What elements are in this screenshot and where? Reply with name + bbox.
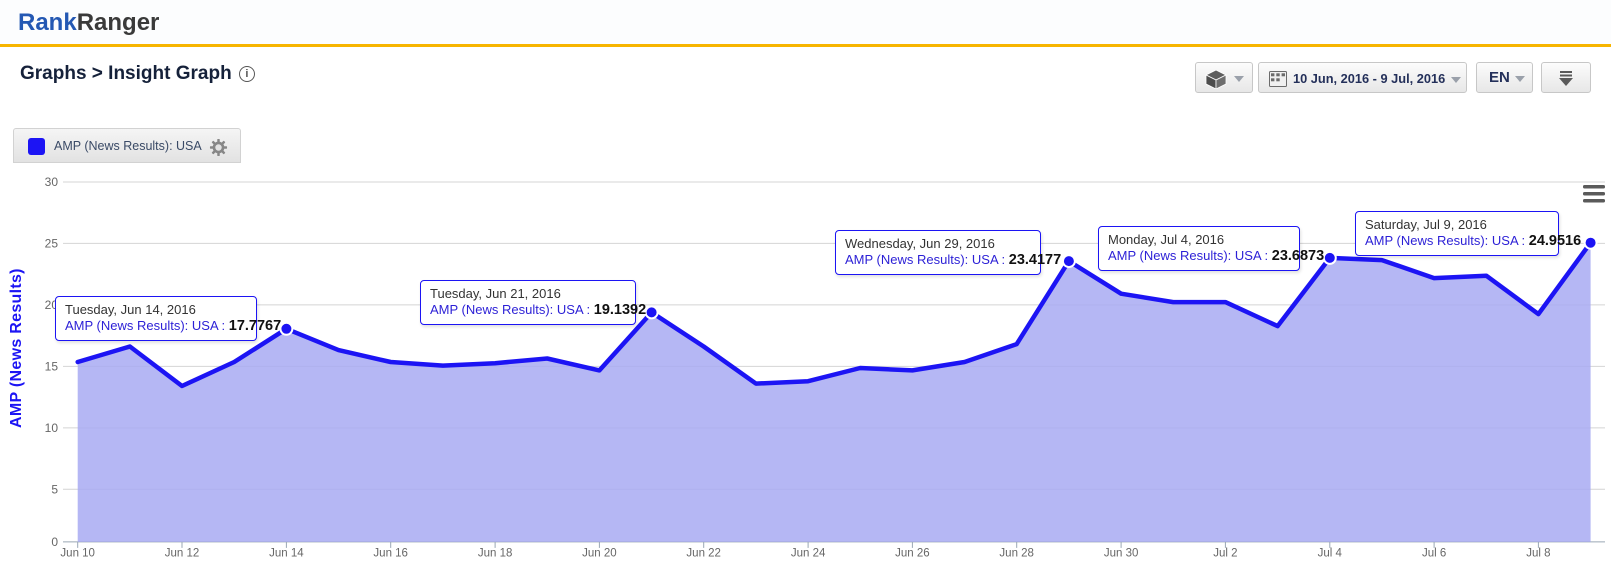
svg-text:Jun 10: Jun 10 — [60, 548, 95, 560]
svg-text:Jun 14: Jun 14 — [269, 548, 304, 560]
svg-text:Jul 8: Jul 8 — [1526, 548, 1550, 560]
svg-text:Jun 20: Jun 20 — [582, 548, 617, 560]
svg-text:Jul 2: Jul 2 — [1213, 548, 1237, 560]
svg-text:Jul 4: Jul 4 — [1318, 548, 1343, 560]
svg-text:0: 0 — [51, 535, 58, 549]
svg-text:Jun 16: Jun 16 — [373, 548, 408, 560]
svg-text:15: 15 — [45, 359, 59, 373]
svg-text:Jun 28: Jun 28 — [999, 548, 1034, 560]
svg-text:Jul 6: Jul 6 — [1422, 548, 1446, 560]
svg-text:5: 5 — [51, 482, 58, 496]
svg-text:Jun 22: Jun 22 — [686, 548, 721, 560]
svg-text:25: 25 — [45, 236, 59, 250]
svg-text:10: 10 — [45, 421, 59, 435]
svg-text:Jun 12: Jun 12 — [165, 548, 200, 560]
svg-text:30: 30 — [45, 175, 59, 189]
svg-text:Jun 26: Jun 26 — [895, 548, 930, 560]
svg-text:Jun 30: Jun 30 — [1104, 548, 1139, 560]
svg-text:Jun 24: Jun 24 — [791, 548, 826, 560]
svg-text:Jun 18: Jun 18 — [478, 548, 513, 560]
